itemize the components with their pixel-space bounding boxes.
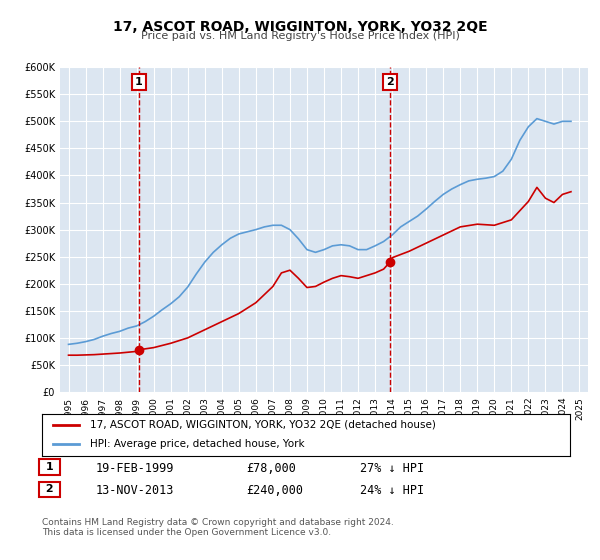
Text: Contains HM Land Registry data © Crown copyright and database right 2024.
This d: Contains HM Land Registry data © Crown c… [42,518,394,538]
Text: 1: 1 [135,77,143,87]
Text: Price paid vs. HM Land Registry's House Price Index (HPI): Price paid vs. HM Land Registry's House … [140,31,460,41]
Text: 2: 2 [42,484,58,494]
Text: 17, ASCOT ROAD, WIGGINTON, YORK, YO32 2QE: 17, ASCOT ROAD, WIGGINTON, YORK, YO32 2Q… [113,20,487,34]
Text: 17, ASCOT ROAD, WIGGINTON, YORK, YO32 2QE (detached house): 17, ASCOT ROAD, WIGGINTON, YORK, YO32 2Q… [89,420,436,430]
Text: £78,000: £78,000 [246,462,296,475]
Text: 24% ↓ HPI: 24% ↓ HPI [360,484,424,497]
Text: HPI: Average price, detached house, York: HPI: Average price, detached house, York [89,439,304,449]
Text: 19-FEB-1999: 19-FEB-1999 [96,462,175,475]
Text: 1: 1 [42,462,58,472]
Text: 2: 2 [386,77,394,87]
Text: £240,000: £240,000 [246,484,303,497]
Text: 27% ↓ HPI: 27% ↓ HPI [360,462,424,475]
Text: 13-NOV-2013: 13-NOV-2013 [96,484,175,497]
